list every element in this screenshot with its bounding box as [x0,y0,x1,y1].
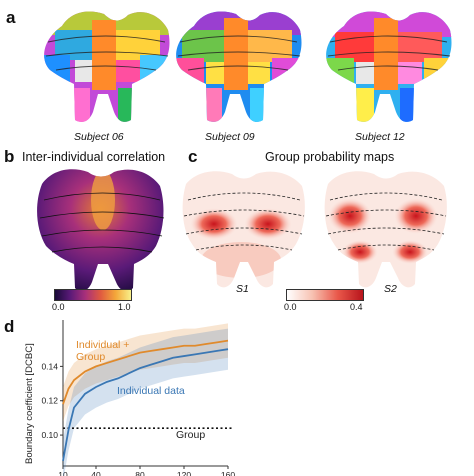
series-line-0 [62,339,229,405]
x-tick-label: 10 [58,470,68,476]
panel-c-letter: c [188,147,198,166]
subject-caption-3: Subject 12 [355,131,405,143]
panel-a-maps [44,11,452,122]
map-caption-s2: S2 [384,283,397,295]
panel-b-title: Inter-individual correlation [22,150,166,164]
x-tick-label: 120 [177,470,191,476]
y-tick-label: 0.14 [41,361,58,371]
colorbar-c-max: 0.4 [350,302,363,312]
series-band-0 [63,323,228,422]
map-caption-s1: S1 [236,283,249,295]
panel-c-title: Group probability maps [265,150,395,164]
y-tick-label: 0.10 [41,430,58,440]
subject-caption-1: Subject 06 [74,131,124,143]
colorbar-c-min: 0.0 [284,302,297,312]
annotation-group: Group [176,429,205,441]
probability-maps [182,171,447,288]
panel-d-letter: d [4,317,15,336]
x-tick-label: 40 [91,470,101,476]
colorbar-b-max: 1.0 [118,302,131,312]
chart-axes: 0.10 0.12 0.14 10 40 80 120 160 [41,320,235,476]
x-tick-label: 160 [221,470,235,476]
chart-lines [62,339,234,462]
annotation-individual-data: Individual data [117,385,185,397]
chart-bands [63,323,228,476]
colorbar-b-min: 0.0 [52,302,65,312]
series-line-1 [62,348,229,462]
panel-a-letter: a [6,8,16,27]
colorbar-b [54,289,132,301]
x-tick-label: 80 [135,470,145,476]
correlation-map [37,169,165,292]
y-tick-label: 0.12 [41,396,58,406]
panel-b-letter: b [4,147,15,166]
series-band-1 [63,328,228,476]
dcbc-line-chart: Boundary coefficient [DCBC] 0.10 0.12 0.14… [24,320,235,476]
y-axis-label: Boundary coefficient [DCBC] [24,343,35,464]
subject-caption-2: Subject 09 [205,131,255,143]
annotation-individual-group-1: Individual + [76,339,129,351]
colorbar-c [286,289,364,301]
annotation-individual-group-2: Group [76,351,105,363]
